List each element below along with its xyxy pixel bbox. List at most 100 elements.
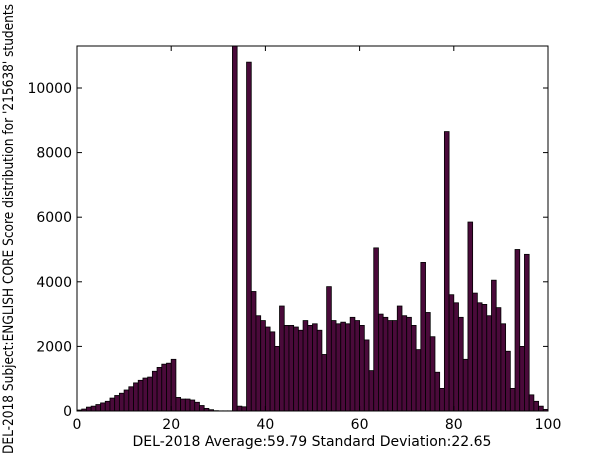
bar-45 bbox=[288, 325, 295, 412]
bar-8 bbox=[114, 395, 120, 412]
bar-21 bbox=[175, 397, 182, 412]
bar-6 bbox=[104, 400, 111, 412]
bar-75 bbox=[429, 336, 436, 412]
bars-group bbox=[76, 45, 549, 412]
bar-98 bbox=[538, 405, 544, 412]
bar-66 bbox=[387, 320, 393, 412]
x-tick-label: 20 bbox=[162, 417, 180, 433]
x-axis-label: DEL-2018 Average:59.79 Standard Deviatio… bbox=[133, 434, 492, 450]
bar-78 bbox=[443, 131, 450, 412]
bar-72 bbox=[415, 349, 422, 412]
ticks-group: 0 20 40 60 80 100 0 2000 4000 6000 8000 10000 bbox=[27, 46, 561, 433]
x-tick-label: 0 bbox=[73, 417, 82, 433]
bar-85 bbox=[476, 302, 483, 412]
bar-9 bbox=[118, 392, 125, 412]
y-tick-label: 8000 bbox=[36, 146, 72, 162]
bar-17 bbox=[156, 366, 163, 412]
x-tick-label: 100 bbox=[535, 417, 562, 433]
bar-34 bbox=[236, 405, 243, 412]
bar-87 bbox=[486, 315, 492, 412]
bar-50 bbox=[312, 323, 318, 412]
bar-24 bbox=[189, 399, 196, 412]
axes-frame bbox=[76, 45, 549, 412]
bar-41 bbox=[269, 331, 276, 412]
bar-25 bbox=[194, 401, 200, 412]
bar-2 bbox=[86, 406, 92, 412]
bar-77 bbox=[439, 387, 445, 412]
bar-19 bbox=[166, 362, 172, 412]
bar-13 bbox=[137, 379, 144, 412]
bar-86 bbox=[481, 304, 488, 412]
y-tick-label: 6000 bbox=[36, 210, 72, 226]
bar-76 bbox=[434, 371, 441, 412]
bar-10 bbox=[123, 389, 130, 412]
bar-35 bbox=[241, 406, 247, 412]
bar-74 bbox=[425, 312, 431, 412]
bar-88 bbox=[491, 279, 497, 412]
bar-44 bbox=[283, 325, 290, 412]
bar-93 bbox=[514, 249, 521, 412]
bar-54 bbox=[330, 320, 337, 412]
bar-81 bbox=[458, 316, 464, 412]
bar-51 bbox=[316, 329, 323, 412]
bar-63 bbox=[373, 247, 379, 412]
bar-91 bbox=[505, 350, 511, 412]
bar-97 bbox=[533, 400, 539, 412]
bar-53 bbox=[326, 286, 332, 412]
bar-40 bbox=[264, 326, 271, 412]
y-tick-label: 0 bbox=[63, 404, 72, 420]
bar-95 bbox=[524, 253, 530, 412]
bar-39 bbox=[260, 320, 266, 412]
bar-43 bbox=[279, 305, 285, 412]
bar-61 bbox=[363, 339, 370, 412]
bar-92 bbox=[509, 387, 516, 412]
bar-80 bbox=[453, 302, 459, 412]
bar-42 bbox=[274, 345, 280, 412]
bar-79 bbox=[448, 294, 455, 412]
y-tick-label: 4000 bbox=[36, 275, 72, 291]
bar-47 bbox=[297, 329, 304, 412]
y-tick-label: 2000 bbox=[36, 339, 72, 355]
bar-38 bbox=[255, 315, 262, 412]
bar-90 bbox=[500, 323, 507, 412]
x-tick-label: 60 bbox=[351, 417, 369, 433]
bar-33 bbox=[232, 45, 238, 412]
bar-58 bbox=[349, 316, 356, 412]
bar-60 bbox=[359, 325, 365, 412]
bar-71 bbox=[411, 325, 417, 412]
bar-46 bbox=[293, 326, 299, 412]
bar-64 bbox=[378, 313, 384, 412]
bar-70 bbox=[406, 316, 412, 412]
bar-3 bbox=[90, 405, 97, 412]
bar-68 bbox=[396, 305, 403, 412]
x-tick-label: 40 bbox=[256, 417, 274, 433]
bar-37 bbox=[250, 291, 257, 412]
bar-52 bbox=[321, 354, 328, 412]
y-tick-label: 10000 bbox=[27, 81, 72, 97]
bar-82 bbox=[462, 358, 469, 412]
bar-14 bbox=[142, 377, 149, 412]
y-axis-label: DEL-2018 Subject:ENGLISH CORE Score dist… bbox=[1, 4, 17, 454]
bar-59 bbox=[354, 320, 361, 412]
bar-67 bbox=[392, 320, 398, 412]
bar-48 bbox=[302, 320, 309, 412]
bar-15 bbox=[147, 376, 153, 412]
bar-7 bbox=[109, 397, 116, 412]
bar-16 bbox=[151, 370, 158, 412]
bar-94 bbox=[519, 345, 525, 412]
bar-23 bbox=[184, 398, 191, 412]
bar-84 bbox=[472, 292, 478, 412]
x-tick-label: 80 bbox=[445, 417, 463, 433]
bar-22 bbox=[180, 398, 186, 412]
bar-12 bbox=[133, 382, 139, 412]
bar-83 bbox=[467, 221, 474, 412]
bar-20 bbox=[170, 358, 177, 412]
bar-18 bbox=[161, 363, 167, 412]
bar-69 bbox=[401, 315, 408, 412]
bar-26 bbox=[199, 405, 205, 412]
bar-96 bbox=[528, 394, 535, 412]
bar-55 bbox=[335, 323, 342, 412]
bar-73 bbox=[420, 262, 426, 412]
bar-57 bbox=[345, 323, 351, 412]
